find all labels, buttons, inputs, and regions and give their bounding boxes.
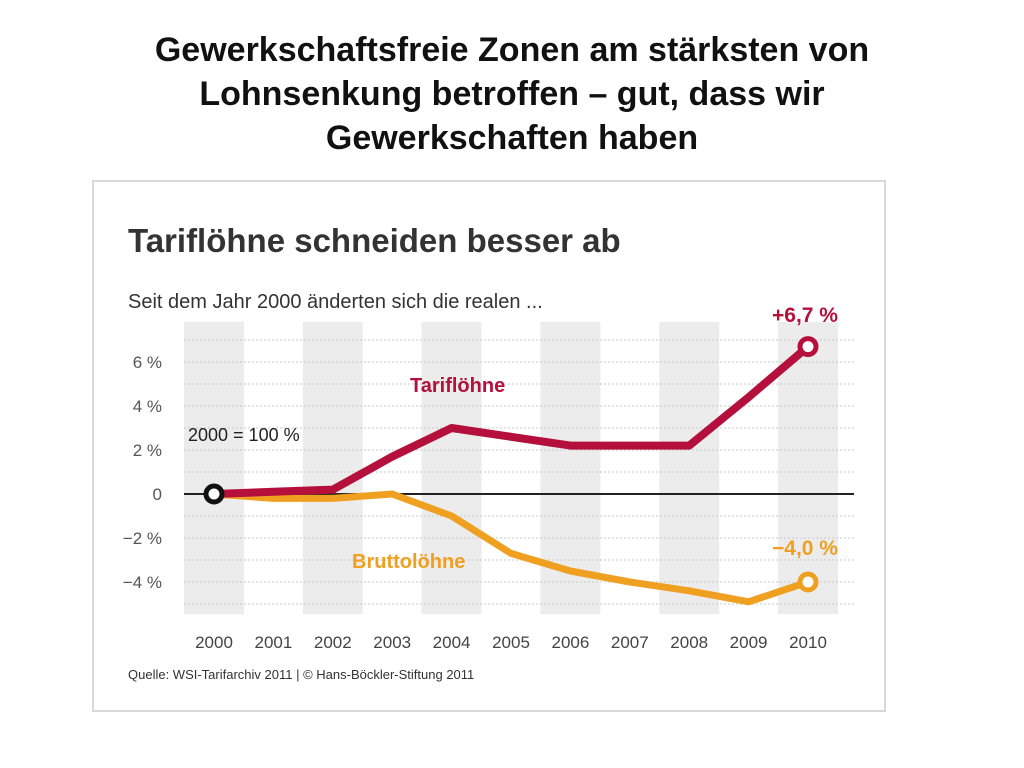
x-tick-label: 2007 [611, 633, 649, 652]
chart-svg: Tariflöhne schneiden besser ab Seit dem … [123, 222, 854, 682]
slide-title-line-2: Lohnsenkung betroffen – gut, dass wir [199, 75, 825, 113]
y-tick-label: 0 [153, 485, 162, 504]
baseline-note: 2000 = 100 % [188, 425, 300, 445]
series-line-tarifloehne [210, 342, 812, 498]
horizontal-gridlines [184, 339, 854, 605]
slide-title-line-1: Gewerkschaftsfreie Zonen am stärksten vo… [154, 31, 870, 69]
shaded-year-bands [184, 322, 838, 614]
year-band-2000 [184, 322, 244, 614]
y-tick-label: 4 % [133, 397, 162, 416]
x-tick-labels: 2000 2001 2002 2003 2004 2005 2006 2007 2008 2009… [195, 633, 827, 652]
slide-title-line-3: Gewerkschaften haben [325, 119, 699, 157]
x-tick-label: 2005 [492, 633, 530, 652]
series-line-bruttoloehne [210, 490, 812, 606]
chart-subtitle: Seit dem Jahr 2000 änderten sich die rea… [128, 291, 543, 313]
x-tick-label: 2003 [373, 633, 411, 652]
end-marker-bruttoloehne [797, 571, 819, 593]
chart-frame: Tariflöhne schneiden besser ab Seit dem … [92, 180, 886, 712]
y-tick-label: −4 % [123, 573, 162, 592]
y-tick-label: 2 % [133, 441, 162, 460]
x-tick-label: 2000 [195, 633, 233, 652]
chart-title: Tariflöhne schneiden besser ab [128, 222, 621, 259]
end-label-tarifloehne: +6,7 % [772, 304, 838, 327]
x-tick-label: 2006 [551, 633, 589, 652]
year-band-2002 [302, 322, 363, 614]
slide-title: Gewerkschaftsfreie Zonen am stärksten vo… [60, 28, 964, 160]
start-marker-2000 [203, 483, 225, 505]
x-tick-label: 2008 [670, 633, 708, 652]
x-tick-label: 2001 [254, 633, 292, 652]
x-tick-label: 2010 [789, 633, 827, 652]
series-label-bruttoloehne: Bruttolöhne [352, 551, 465, 573]
series-lines [203, 336, 819, 606]
end-label-bruttoloehne: −4,0 % [772, 537, 838, 560]
year-band-2010 [778, 322, 838, 614]
year-band-2008 [659, 322, 720, 614]
x-tick-label: 2004 [433, 633, 471, 652]
end-marker-tarifloehne [797, 336, 819, 358]
source-note: Quelle: WSI-Tarifarchiv 2011 | © Hans-Bö… [128, 667, 474, 682]
x-tick-label: 2009 [730, 633, 768, 652]
y-tick-label: 6 % [133, 353, 162, 372]
x-tick-label: 2002 [314, 633, 352, 652]
series-label-tarifloehne: Tariflöhne [410, 375, 505, 397]
y-tick-label: −2 % [123, 529, 162, 548]
year-band-2004 [421, 322, 482, 614]
y-tick-labels: 6 % 4 % 2 % 0 −2 % −4 % [123, 353, 162, 592]
